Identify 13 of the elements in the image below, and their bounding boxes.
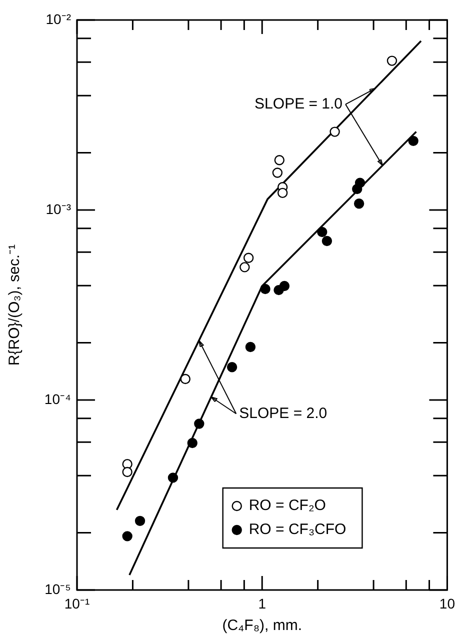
x-tick-label: 10 [439,595,456,612]
x-tick-label: 10⁻¹ [64,595,90,612]
x-tick-label: 1 [258,595,266,612]
legend-label: RO = CF₃CFO [248,521,346,538]
legend-label: RO = CF₂O [248,497,326,514]
y-axis-title: R{RO}/(O₃), sec.⁻¹ [6,244,24,366]
annotation: SLOPE = 2.0 [239,404,328,422]
y-tick-label: 10⁻⁵ [44,580,71,597]
y-tick-label: 10⁻³ [46,200,72,217]
y-tick-label: 10⁻⁴ [44,390,71,407]
x-axis-title: (C₄F₈), mm. [222,617,302,634]
y-tick-label: 10⁻² [46,10,72,27]
annotation: SLOPE = 1.0 [254,95,343,112]
